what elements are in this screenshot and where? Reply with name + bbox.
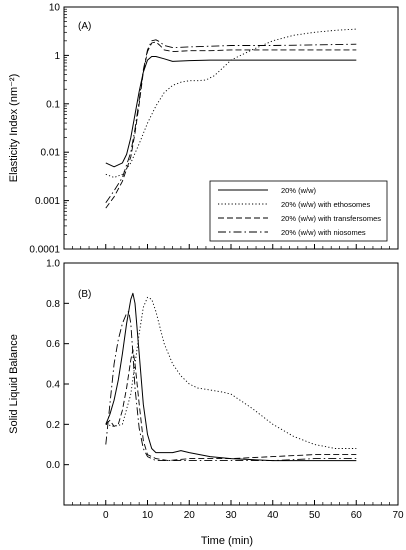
legend-label-0: 20% (w/w): [281, 186, 317, 195]
legend-label-3: 20% (w/w) with niosomes: [281, 228, 366, 237]
panel-a-label: (A): [78, 21, 91, 32]
panel-b-series-line-0: [105, 292, 357, 462]
panel-b-x-tick-label-5: 50: [309, 510, 321, 521]
panel-b-y-tick-label-2: 0.6: [46, 339, 60, 350]
panel-a-series-line-0: [105, 56, 357, 168]
legend-label-2: 20% (w/w) with transfersomes: [281, 214, 381, 223]
panel-b: (B) Solid Liquid Balance Time (min) 1.0 0…: [8, 259, 404, 548]
panel-a-ticks: 10 1 0.1 0.01 0.001 0.0001: [29, 3, 399, 256]
panel-b-x-tick-label-1: 10: [142, 510, 154, 521]
legend-box: [209, 180, 388, 242]
panel-a-y-axis-label: Elasticity Index (nm⁻²): [8, 74, 20, 183]
panel-b-label: (B): [78, 289, 91, 300]
panel-b-x-tick-label-7: 70: [392, 510, 404, 521]
panel-a-y-tick-label-2: 0.1: [46, 99, 60, 110]
panel-b-y-tick-label-4: 0.2: [46, 420, 60, 431]
panel-a-series-line-2: [105, 41, 357, 209]
legend-label-1: 20% (w/w) with ethosomes: [281, 200, 370, 209]
legend: 20% (w/w) 20% (w/w) with ethosomes 20% (w/…: [209, 180, 388, 242]
panel-b-y-axis-label: Solid Liquid Balance: [8, 334, 20, 434]
panel-b-series-line-1: [105, 296, 357, 449]
panel-b-x-tick-label-6: 60: [351, 510, 363, 521]
panel-b-y-tick-label-1: 0.8: [46, 299, 60, 310]
panel-a-y-tick-label-0: 10: [49, 3, 61, 14]
panel-a-series-line-1: [105, 28, 357, 178]
panel-b-x-axis-label: Time (min): [201, 535, 253, 547]
panel-b-x-tick-label-3: 30: [225, 510, 237, 521]
panel-b-series: [105, 292, 357, 462]
panel-b-frame: [63, 262, 399, 506]
panel-a: (A) Elasticity Index (nm⁻²) 10 1 0.1 0.01 0.…: [8, 3, 399, 256]
panel-b-x-tick-label-2: 20: [184, 510, 196, 521]
panel-a-y-tick-label-1: 1: [54, 51, 60, 62]
panel-b-y-tick-label-3: 0.4: [46, 380, 60, 391]
panel-a-y-tick-label-3: 0.01: [41, 148, 61, 159]
panel-b-series-line-2: [105, 349, 357, 462]
panel-b-series-line-3: [105, 310, 357, 462]
panel-a-y-tick-label-5: 0.0001: [29, 245, 60, 256]
panel-b-y-tick-label-5: 0.0: [46, 460, 60, 471]
panel-a-y-tick-label-4: 0.001: [35, 196, 60, 207]
panel-a-series: [105, 28, 357, 209]
panel-b-x-tick-label-4: 40: [267, 510, 279, 521]
panel-a-series-line-3: [105, 39, 357, 204]
panel-b-ticks: 1.0 0.8 0.6 0.4 0.2 0.0 0 10 20 30 40 50 60 70: [46, 259, 404, 522]
panel-b-y-tick-label-0: 1.0: [46, 259, 60, 270]
panel-b-x-tick-label-0: 0: [103, 510, 109, 521]
